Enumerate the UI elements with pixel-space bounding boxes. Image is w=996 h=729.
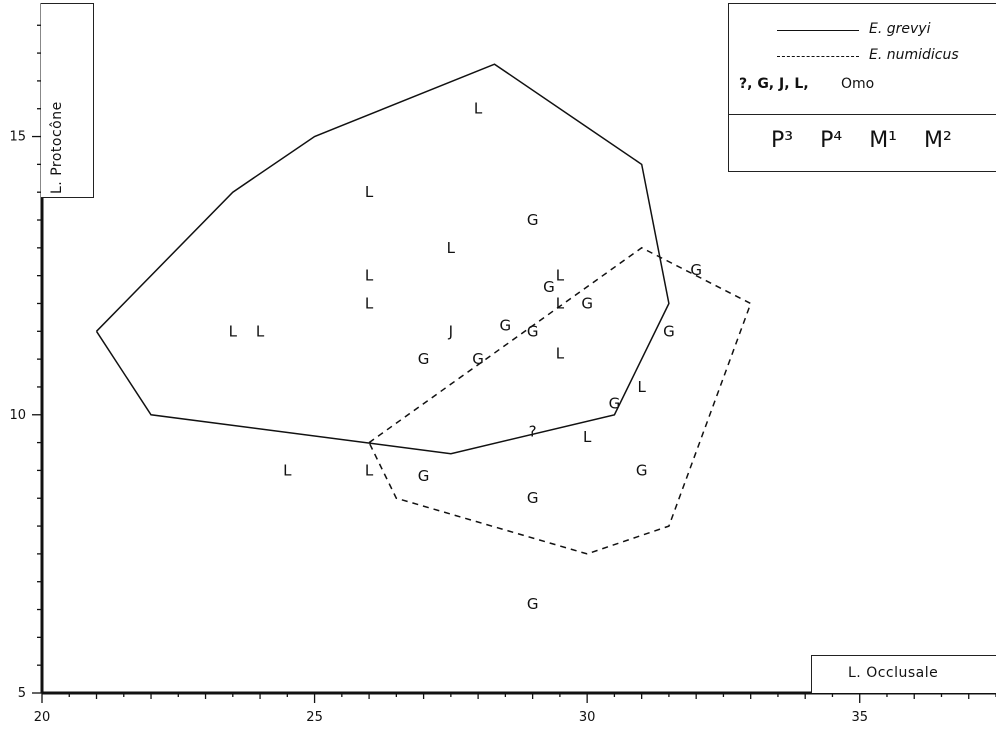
legend-entry-numidicus: E. numidicus — [729, 46, 996, 68]
data-point: G — [527, 595, 539, 613]
data-point: L — [447, 239, 456, 257]
x-tick-label: 20 — [34, 710, 51, 725]
y-tick-label: 5 — [18, 686, 26, 701]
data-point: L — [365, 461, 374, 479]
data-point: L — [365, 267, 374, 285]
x-tick-label: 30 — [579, 710, 596, 725]
legend: E. grevyi E. numidicus ?, G, J, L, Omo — [728, 3, 996, 115]
legend-markers-omo: ?, G, J, L, — [739, 76, 809, 92]
data-point: G — [609, 395, 621, 413]
x-axis-label-box: L. Occlusale — [811, 655, 996, 693]
y-axis-label-box: L. Protocône — [41, 3, 94, 198]
data-point: L — [229, 322, 238, 340]
data-point: G — [500, 317, 512, 335]
data-point: L — [556, 345, 565, 363]
data-point: G — [663, 322, 675, 340]
legend-entry-omo: ?, G, J, L, Omo — [729, 75, 996, 97]
data-point: G — [418, 467, 430, 485]
data-point: L — [474, 100, 483, 118]
legend-solid-line — [777, 30, 859, 31]
x-tick-label: 35 — [851, 710, 868, 725]
legend-label-omo: Omo — [841, 76, 875, 92]
hull-grevyi — [95, 63, 670, 455]
hull-numidicus — [368, 246, 752, 555]
tick-labels: 20 25 30 35 5 10 15 — [9, 130, 868, 725]
tooth-p4: P⁴ — [820, 128, 843, 153]
data-point: G — [418, 350, 430, 368]
data-point: J — [448, 322, 453, 340]
data-point: G — [543, 278, 555, 296]
data-point: L — [365, 294, 374, 312]
data-point: L — [365, 183, 374, 201]
data-point: L — [556, 267, 565, 285]
tooth-p3: P³ — [771, 128, 794, 153]
data-point: L — [637, 378, 646, 396]
data-point: L — [283, 461, 292, 479]
legend-label-numidicus: E. numidicus — [869, 47, 959, 63]
data-point: L — [556, 294, 565, 312]
data-point: L — [583, 428, 592, 446]
x-tick-label: 25 — [306, 710, 323, 725]
tooth-m2: M² — [924, 128, 952, 153]
data-point: G — [636, 461, 648, 479]
teeth-labels: P³ P⁴ M¹ M² — [771, 128, 972, 153]
data-point: G — [527, 322, 539, 340]
hull-outlines — [95, 63, 752, 555]
y-axis-label: L. Protocône — [49, 101, 65, 194]
data-point: G — [472, 350, 484, 368]
tooth-m1: M¹ — [869, 128, 897, 153]
y-tick-label: 10 — [9, 408, 26, 423]
legend-entry-grevyi: E. grevyi — [729, 20, 996, 42]
x-axis-label: L. Occlusale — [848, 665, 939, 681]
data-point: G — [581, 294, 593, 312]
y-tick-label: 15 — [9, 130, 26, 145]
legend-dashed-line — [777, 56, 859, 57]
data-point: G — [690, 261, 702, 279]
data-point: G — [527, 211, 539, 229]
legend-label-grevyi: E. grevyi — [869, 21, 931, 37]
data-point: L — [256, 322, 265, 340]
data-point: ? — [529, 422, 537, 440]
teeth-box: P³ P⁴ M¹ M² — [728, 115, 996, 172]
data-point: G — [527, 489, 539, 507]
